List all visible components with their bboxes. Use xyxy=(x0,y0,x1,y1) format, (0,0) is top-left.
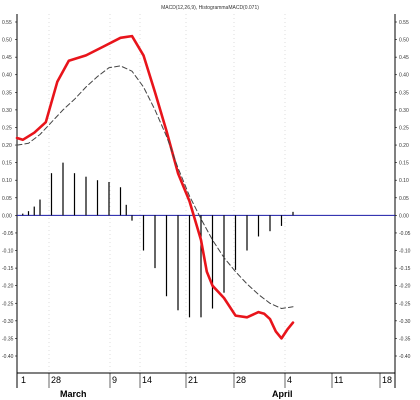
month-label-march: March xyxy=(60,389,87,399)
y-tick-label-left: 0.55 xyxy=(2,20,12,26)
y-tick-label-right: 0.10 xyxy=(399,178,409,184)
y-tick-label-right: -0.15 xyxy=(399,266,411,272)
axes xyxy=(15,14,397,388)
y-tick-label-right: -0.30 xyxy=(399,319,411,325)
y-tick-label-left: 0.05 xyxy=(2,196,12,202)
y-tick-label-right: 0.40 xyxy=(399,73,409,79)
y-tick-label-right: 0.55 xyxy=(399,20,409,26)
y-tick-label-right: -0.40 xyxy=(399,354,411,360)
x-tick-label: 11 xyxy=(334,375,343,385)
chart-title: MACD(12,26,9), HistogrammaMACD(0.071) xyxy=(161,5,259,11)
y-tick-label-right: -0.10 xyxy=(399,249,411,255)
y-tick-label-right: -0.05 xyxy=(399,231,411,237)
y-tick-label-left: 0.50 xyxy=(2,38,12,44)
y-tick-label-right: 0.05 xyxy=(399,196,409,202)
y-tick-label-left: -0.35 xyxy=(2,336,14,342)
y-tick-label-left: -0.10 xyxy=(2,249,14,255)
y-tick-label-left: 0.35 xyxy=(2,90,12,96)
x-tick-label: 1 xyxy=(21,375,26,385)
y-tick-label-right: -0.35 xyxy=(399,336,411,342)
y-tick-label-right: 0.30 xyxy=(399,108,409,114)
x-tick-label: 28 xyxy=(51,375,61,385)
y-tick-label-right: 0.25 xyxy=(399,125,409,131)
series-lines xyxy=(15,34,295,340)
y-tick-label-left: 0.10 xyxy=(2,178,12,184)
y-tick-label-left: -0.30 xyxy=(2,319,14,325)
x-tick-label: 21 xyxy=(188,375,198,385)
macd-line xyxy=(15,34,295,340)
y-tick-label-right: 0.45 xyxy=(399,55,409,61)
y-tick-label-right: 0.20 xyxy=(399,143,409,149)
histogram xyxy=(22,162,294,318)
signal-line xyxy=(16,65,294,309)
x-tick-label: 4 xyxy=(287,375,292,385)
y-tick-label-left: 0.25 xyxy=(2,125,12,131)
y-tick-label-left: 0.45 xyxy=(2,55,12,61)
y-tick-label-right: 0.50 xyxy=(399,38,409,44)
x-tick-label: 28 xyxy=(236,375,246,385)
month-label-april: April xyxy=(272,389,293,399)
x-tick-label: 18 xyxy=(382,375,392,385)
y-tick-label-left: 0.30 xyxy=(2,108,12,114)
y-tick-label-left: 0.00 xyxy=(2,213,12,219)
y-tick-label-right: 0.00 xyxy=(399,213,409,219)
x-tick-label: 9 xyxy=(112,375,117,385)
y-tick-label-left: 0.40 xyxy=(2,73,12,79)
y-tick-label-left: -0.05 xyxy=(2,231,14,237)
y-tick-label-right: 0.15 xyxy=(399,161,409,167)
y-tick-label-right: -0.25 xyxy=(399,301,411,307)
y-tick-label-right: 0.35 xyxy=(399,90,409,96)
y-tick-label-left: -0.20 xyxy=(2,284,14,290)
tick-labels: 0.55 0.55 0.50 0.50 0.45 0.45 0.40 0.40 0.35 0.35… xyxy=(2,20,411,399)
y-tick-label-right: -0.20 xyxy=(399,284,411,290)
y-tick-label-left: -0.15 xyxy=(2,266,14,272)
y-tick-label-left: 0.15 xyxy=(2,161,12,167)
x-tick-label: 14 xyxy=(142,375,152,385)
y-tick-label-left: 0.20 xyxy=(2,143,12,149)
y-tick-label-left: -0.40 xyxy=(2,354,14,360)
y-tick-label-left: -0.25 xyxy=(2,301,14,307)
